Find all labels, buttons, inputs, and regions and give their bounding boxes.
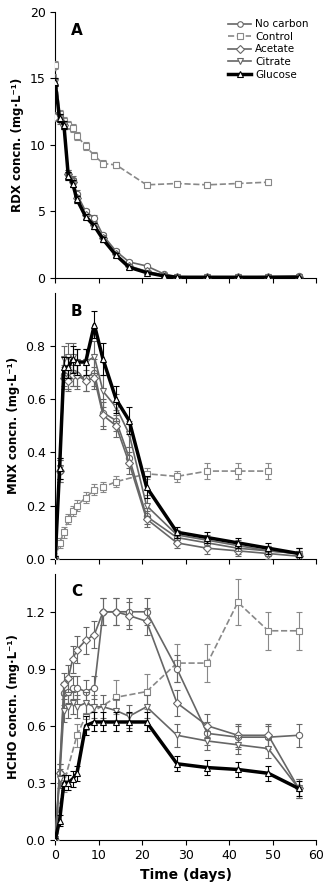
Legend: No carbon, Control, Acetate, Citrate, Glucose: No carbon, Control, Acetate, Citrate, Gl… <box>226 17 311 82</box>
Y-axis label: MNX concn. (mg·L⁻¹): MNX concn. (mg·L⁻¹) <box>7 357 20 494</box>
Y-axis label: HCHO concn. (mg·L⁻¹): HCHO concn. (mg·L⁻¹) <box>7 635 20 780</box>
Y-axis label: RDX concn. (mg·L⁻¹): RDX concn. (mg·L⁻¹) <box>11 78 24 212</box>
Text: B: B <box>71 303 82 318</box>
X-axis label: Time (days): Time (days) <box>140 868 232 882</box>
Text: C: C <box>71 584 82 599</box>
Text: A: A <box>71 22 83 37</box>
